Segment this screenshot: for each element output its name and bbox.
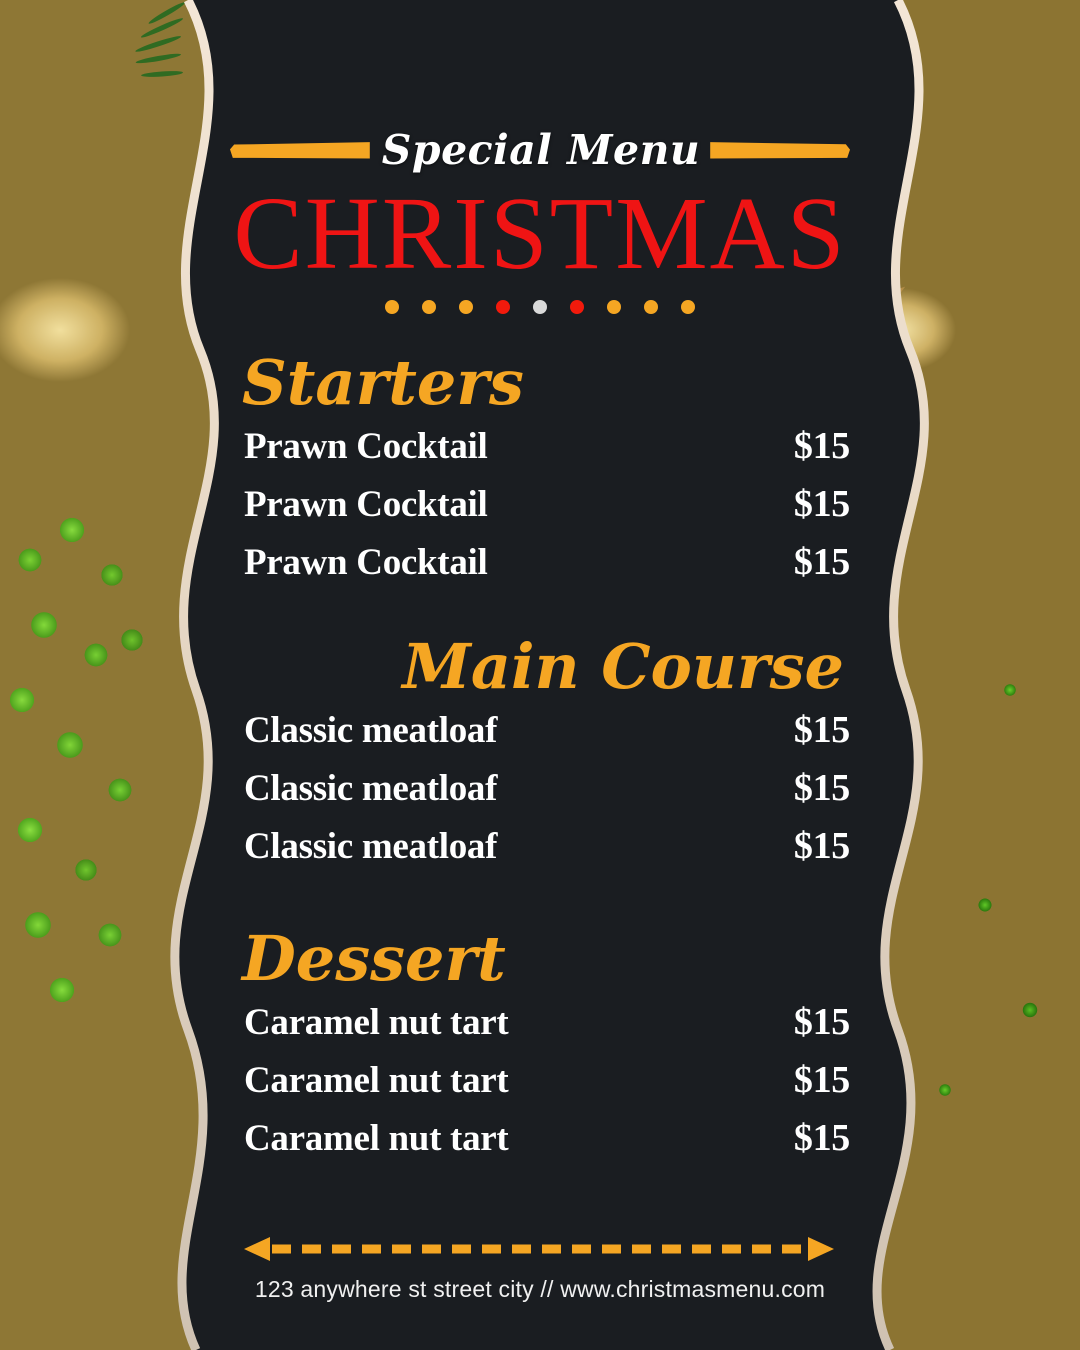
dot (496, 300, 510, 314)
section-heading-main-course: Main Course (402, 630, 844, 703)
dot (385, 300, 399, 314)
items-dessert: Caramel nut tart $15 Caramel nut tart $1… (230, 1000, 850, 1174)
dot (570, 300, 584, 314)
menu-row[interactable]: Prawn Cocktail $15 (230, 424, 850, 482)
section-dessert: Dessert Caramel nut tart $15 Caramel nut… (230, 928, 850, 1174)
item-name: Prawn Cocktail (244, 426, 488, 467)
item-price: $15 (793, 541, 850, 583)
item-price: $15 (793, 1001, 850, 1043)
special-menu-header: Special Menu (230, 126, 850, 174)
item-price: $15 (793, 483, 850, 525)
dot (681, 300, 695, 314)
item-name: Classic meatloaf (244, 710, 498, 751)
dot (459, 300, 473, 314)
item-price: $15 (793, 1059, 850, 1101)
item-name: Prawn Cocktail (244, 484, 488, 525)
menu-row[interactable]: Prawn Cocktail $15 (230, 540, 850, 598)
item-price: $15 (793, 767, 850, 809)
item-name: Caramel nut tart (244, 1002, 509, 1043)
dashed-double-arrow-icon (244, 1237, 834, 1261)
menu-row[interactable]: Caramel nut tart $15 (230, 1000, 850, 1058)
menu-row[interactable]: Classic meatloaf $15 (230, 708, 850, 766)
items-main-course: Classic meatloaf $15 Classic meatloaf $1… (230, 708, 850, 882)
panel-fill (174, 0, 925, 1350)
eyebrow-text: Special Menu (381, 125, 701, 174)
menu-row[interactable]: Prawn Cocktail $15 (230, 482, 850, 540)
dot (533, 300, 547, 314)
item-price: $15 (793, 825, 850, 867)
item-price: $15 (793, 709, 850, 751)
items-starters: Prawn Cocktail $15 Prawn Cocktail $15 Pr… (230, 424, 850, 598)
item-name: Classic meatloaf (244, 768, 498, 809)
dot (607, 300, 621, 314)
menu-row[interactable]: Caramel nut tart $15 (230, 1116, 850, 1174)
panel-left-edge (170, 0, 219, 1350)
item-name: Caramel nut tart (244, 1060, 509, 1101)
section-heading-dessert: Dessert (242, 922, 506, 995)
panel-right-edge (872, 0, 929, 1350)
item-price: $15 (793, 1117, 850, 1159)
item-name: Classic meatloaf (244, 826, 498, 867)
brush-stroke-left (230, 142, 370, 159)
dot-divider (230, 300, 850, 314)
footer-address: 123 anywhere st street city // www.chris… (254, 1276, 826, 1302)
menu-row[interactable]: Caramel nut tart $15 (230, 1058, 850, 1116)
dot (644, 300, 658, 314)
section-starters: Starters Prawn Cocktail $15 Prawn Cockta… (230, 352, 850, 598)
page-title: CHRISTMAS (233, 176, 847, 291)
menu-row[interactable]: Classic meatloaf $15 (230, 766, 850, 824)
item-name: Caramel nut tart (244, 1118, 509, 1159)
brush-stroke-right (710, 142, 850, 159)
menu-row[interactable]: Classic meatloaf $15 (230, 824, 850, 882)
dot (422, 300, 436, 314)
menu-content: Special Menu CHRISTMAS Starters Prawn Co… (230, 0, 850, 1350)
item-name: Prawn Cocktail (244, 542, 488, 583)
item-price: $15 (793, 425, 850, 467)
section-heading-starters: Starters (242, 346, 524, 419)
section-main-course: Main Course Classic meatloaf $15 Classic… (230, 636, 850, 882)
